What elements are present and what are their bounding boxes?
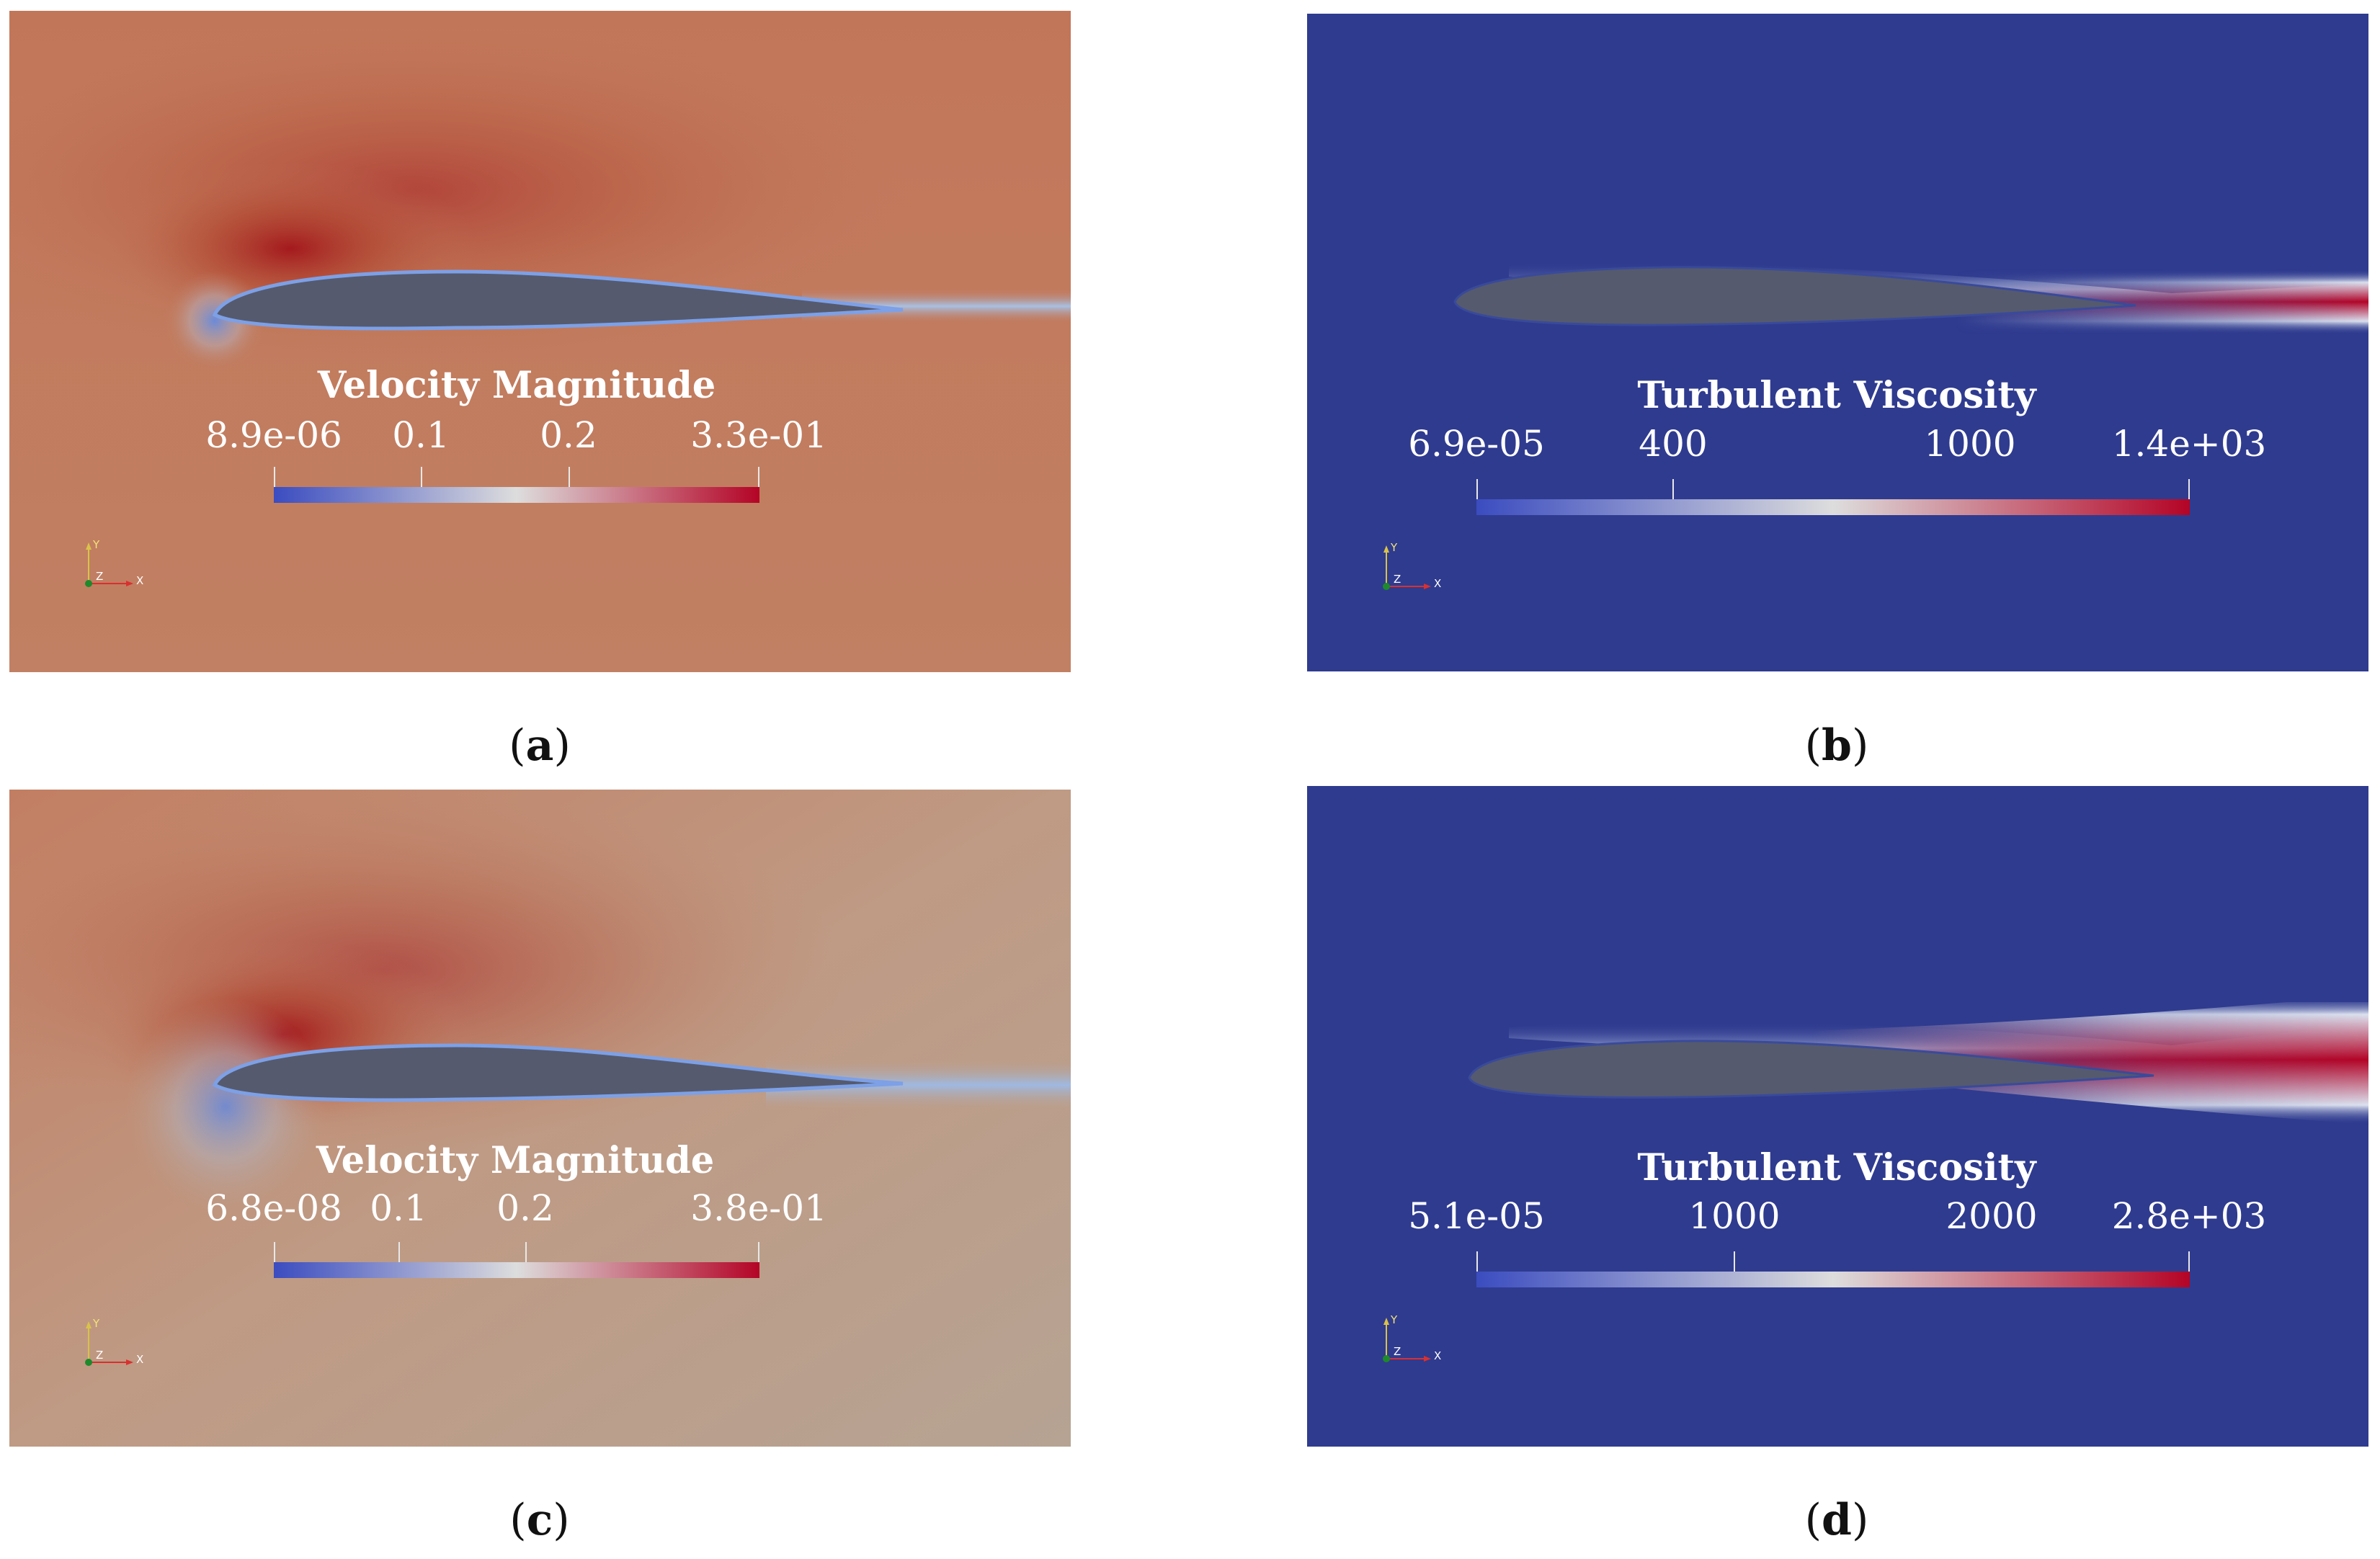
- colorbar-tick-mark: [398, 1242, 400, 1262]
- axes-triad-icon: [85, 542, 133, 587]
- colorbar-tick-label: 0.1: [370, 1187, 427, 1229]
- axes-triad-icon: [1383, 1318, 1431, 1362]
- caption-paren-open: (: [1804, 1495, 1822, 1545]
- caption-letter: c: [526, 1495, 553, 1545]
- airfoil-a: [212, 269, 904, 331]
- caption-paren-close: ): [553, 1495, 570, 1545]
- axis-label-y: Y: [93, 538, 100, 551]
- colorbar-tick-label: 6.8e-08: [205, 1187, 342, 1229]
- colorbar-tick-mark: [758, 467, 759, 487]
- orientation-axes-a: Y Z X: [81, 537, 146, 594]
- axis-label-x: X: [1434, 577, 1442, 590]
- caption-letter: d: [1822, 1495, 1852, 1545]
- caption-letter: b: [1822, 720, 1852, 771]
- colorbar-tick-mark: [1476, 1251, 1478, 1272]
- orientation-axes-b: Y Z X: [1379, 540, 1444, 597]
- colorbar-tick-label: 0.1: [392, 414, 450, 456]
- axes-triad-icon: [1383, 545, 1431, 590]
- caption-paren-open: (: [509, 720, 526, 771]
- panel-d-viscosity-plot: Turbulent Viscosity 5.1e-05 1000 2000 2.…: [1307, 786, 2368, 1447]
- colorbar-tick-label: 0.2: [496, 1187, 554, 1229]
- caption-paren-close: ): [1851, 720, 1869, 771]
- viscosity-field-b: [1307, 14, 2368, 671]
- caption-letter: a: [525, 720, 554, 771]
- colorbar-title: Turbulent Viscosity: [1637, 374, 2036, 417]
- colorbar-tick-mark: [1476, 479, 1478, 499]
- caption-paren-close: ): [1851, 1495, 1869, 1545]
- panel-c-velocity-plot: Velocity Magnitude 6.8e-08 0.1 0.2 3.8e-…: [9, 790, 1071, 1447]
- colorbar-tick-mark: [274, 467, 275, 487]
- axis-label-y: Y: [1391, 541, 1398, 554]
- velocity-field-a: [9, 11, 1071, 672]
- colorbar-tick-label: 400: [1639, 423, 1708, 465]
- caption-d: (d): [1805, 1495, 1869, 1545]
- colorbar-tick-label: 3.3e-01: [690, 414, 827, 456]
- axis-label-z: Z: [1394, 1345, 1401, 1358]
- colorbar-tick-label: 6.9e-05: [1408, 423, 1545, 465]
- colorbar-tick-label: 3.8e-01: [690, 1187, 827, 1229]
- caption-paren-close: ): [553, 720, 571, 771]
- colorbar-tick-mark: [525, 1242, 527, 1262]
- colorbar-tick-label: 1.4e+03: [2111, 423, 2267, 465]
- colorbar-tick-label: 2000: [1946, 1195, 2038, 1237]
- colorbar-tick-mark: [1734, 1251, 1735, 1272]
- caption-b: (b): [1805, 720, 1869, 771]
- orientation-axes-d: Y Z X: [1379, 1312, 1444, 1370]
- caption-paren-open: (: [1804, 720, 1822, 771]
- viscosity-field-d: [1307, 786, 2368, 1447]
- panel-b-viscosity-plot: Turbulent Viscosity 6.9e-05 400 1000 1.4…: [1307, 14, 2368, 671]
- axis-label-z: Z: [96, 570, 104, 583]
- axis-label-x: X: [1434, 1349, 1442, 1362]
- colorbar-tick-label: 1000: [1924, 423, 2016, 465]
- caption-paren-open: (: [509, 1495, 527, 1545]
- colorbar-title: Velocity Magnitude: [317, 364, 716, 407]
- colorbar-tick-label: 2.8e+03: [2111, 1195, 2267, 1237]
- colorbar-title: Velocity Magnitude: [316, 1139, 715, 1182]
- caption-c: (c): [509, 1495, 569, 1545]
- airfoil-c: [212, 1043, 904, 1102]
- axis-label-y: Y: [1391, 1313, 1398, 1326]
- colorbar-tick-mark: [758, 1242, 759, 1262]
- colorbar-tick-label: 1000: [1688, 1195, 1780, 1237]
- velocity-field-c: [9, 790, 1071, 1447]
- axis-label-z: Z: [1394, 573, 1401, 586]
- colorbar-gradient: [1476, 499, 2190, 515]
- colorbar-tick-mark: [274, 1242, 275, 1262]
- colorbar-gradient: [274, 487, 759, 503]
- orientation-axes-c: Y Z X: [81, 1315, 146, 1373]
- colorbar-tick-mark: [2188, 1251, 2190, 1272]
- panel-a-velocity-plot: Velocity Magnitude 8.9e-06 0.1 0.2 3.3e-…: [9, 11, 1071, 672]
- colorbar-gradient: [1476, 1272, 2190, 1287]
- colorbar-tick-label: 8.9e-06: [205, 414, 342, 456]
- caption-a: (a): [509, 720, 571, 771]
- airfoil-d: [1468, 1040, 2154, 1099]
- axis-label-y: Y: [93, 1317, 100, 1330]
- colorbar-tick-label: 0.2: [540, 414, 597, 456]
- colorbar-tick-label: 5.1e-05: [1408, 1195, 1545, 1237]
- axis-label-x: X: [136, 1353, 144, 1366]
- colorbar-title: Turbulent Viscosity: [1637, 1146, 2036, 1189]
- axis-label-x: X: [136, 574, 144, 587]
- colorbar-tick-mark: [421, 467, 422, 487]
- colorbar-gradient: [274, 1262, 759, 1278]
- colorbar-tick-mark: [2188, 479, 2190, 499]
- axis-label-z: Z: [96, 1349, 104, 1362]
- airfoil-b: [1453, 266, 2136, 326]
- colorbar-tick-mark: [569, 467, 570, 487]
- colorbar-tick-mark: [1672, 479, 1674, 499]
- axes-triad-icon: [85, 1321, 133, 1366]
